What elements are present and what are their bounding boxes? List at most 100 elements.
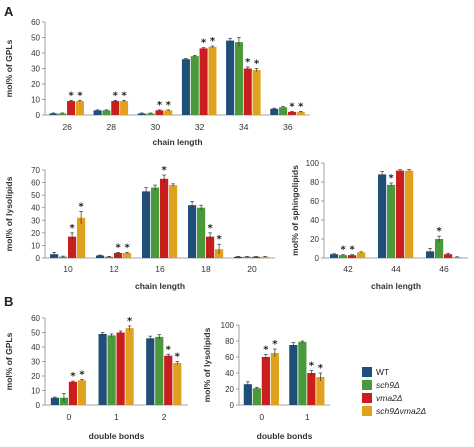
significance-star: * bbox=[318, 363, 324, 374]
significance-star: * bbox=[289, 101, 295, 112]
x-tick-label: 34 bbox=[239, 122, 249, 132]
significance-star: * bbox=[349, 245, 355, 256]
x-tick-label: 44 bbox=[391, 264, 401, 274]
significance-star: * bbox=[79, 370, 85, 381]
bar-2-sch9vma2 bbox=[173, 362, 182, 405]
significance-star: * bbox=[436, 226, 442, 237]
significance-star: * bbox=[127, 316, 133, 327]
y-tick-label: 80 bbox=[310, 178, 319, 187]
y-tick-label: 20 bbox=[31, 229, 40, 238]
bar-0-vma2 bbox=[68, 381, 78, 405]
bar-30-sch9 bbox=[146, 113, 155, 115]
legend-swatch-sch9 bbox=[362, 380, 372, 390]
x-tick-label: 32 bbox=[195, 122, 205, 132]
y-tick-label: 30 bbox=[31, 65, 40, 74]
x-axis-label: double bonds bbox=[89, 431, 145, 441]
bar-12-sch9 bbox=[105, 256, 114, 258]
y-tick-label: 100 bbox=[221, 321, 235, 330]
bar-0-WT bbox=[50, 397, 60, 405]
y-tick-label: 40 bbox=[31, 204, 40, 213]
significance-star: * bbox=[69, 223, 75, 234]
significance-star: * bbox=[157, 100, 163, 111]
legend: WT sch9Δ vma2Δ sch9Δvma2Δ bbox=[362, 367, 426, 416]
x-tick-label: 18 bbox=[201, 264, 211, 274]
bar-36-sch9vma2 bbox=[296, 111, 305, 115]
bar-2-vma2 bbox=[164, 355, 173, 405]
significance-star: * bbox=[309, 361, 315, 372]
significance-star: * bbox=[166, 344, 172, 355]
y-tick-label: 0 bbox=[36, 401, 41, 410]
y-tick-label: 50 bbox=[31, 34, 40, 43]
x-tick-label: 10 bbox=[63, 264, 73, 274]
y-tick-label: 20 bbox=[31, 372, 40, 381]
x-tick-label: 16 bbox=[155, 264, 165, 274]
x-tick-label: 12 bbox=[109, 264, 119, 274]
y-axis-label: mol% of lysolipids bbox=[202, 327, 212, 402]
significance-star: * bbox=[388, 173, 394, 184]
y-tick-label: 60 bbox=[225, 353, 234, 362]
y-tick-label: 50 bbox=[31, 329, 40, 338]
bar-44-vma2 bbox=[396, 170, 405, 258]
y-axis-label: mol% of lysolipids bbox=[4, 176, 14, 251]
bar-20-vma2 bbox=[252, 256, 261, 258]
bar-32-WT bbox=[181, 59, 190, 115]
chart-sphingo_chain: 0 20 40 60 80 100 mol% of sphingolipids chain l… bbox=[290, 159, 468, 291]
bar-44-WT bbox=[378, 174, 387, 258]
bar-0-sch9 bbox=[252, 388, 261, 405]
bar-28-vma2 bbox=[111, 101, 120, 115]
bar-0-sch9vma2 bbox=[77, 380, 87, 405]
x-tick-label: 2 bbox=[162, 412, 167, 422]
bar-26-sch9 bbox=[58, 113, 67, 115]
bar-42-WT bbox=[330, 254, 339, 258]
legend-swatch-wt bbox=[362, 367, 372, 377]
significance-star: * bbox=[207, 223, 213, 234]
significance-star: * bbox=[161, 165, 167, 176]
bar-26-vma2 bbox=[67, 101, 76, 115]
significance-star: * bbox=[210, 36, 216, 47]
x-tick-label: 0 bbox=[66, 412, 71, 422]
significance-star: * bbox=[121, 90, 127, 101]
significance-star: * bbox=[254, 59, 260, 70]
bar-16-WT bbox=[142, 191, 151, 258]
y-tick-label: 30 bbox=[31, 358, 40, 367]
significance-star: * bbox=[245, 57, 251, 68]
bar-16-sch9vma2 bbox=[169, 185, 178, 258]
panel-letter-b: B bbox=[4, 294, 13, 309]
x-tick-label: 46 bbox=[439, 264, 449, 274]
y-tick-label: 10 bbox=[31, 96, 40, 105]
bar-26-WT bbox=[49, 113, 58, 115]
significance-star: * bbox=[201, 38, 207, 49]
bar-36-vma2 bbox=[287, 111, 296, 115]
x-axis-label: chain length bbox=[152, 137, 202, 147]
bar-32-sch9vma2 bbox=[208, 46, 217, 115]
bar-0-sch9vma2 bbox=[270, 353, 279, 405]
bar-30-WT bbox=[137, 113, 146, 115]
y-tick-label: 40 bbox=[31, 49, 40, 58]
bar-12-sch9vma2 bbox=[123, 252, 132, 258]
significance-star: * bbox=[166, 100, 172, 111]
y-tick-label: 0 bbox=[36, 111, 41, 120]
y-tick-label: 0 bbox=[36, 254, 41, 263]
chart-lyso_chain: 0 10 20 30 40 50 60 70 mol% of lysolipids chain l… bbox=[4, 165, 275, 291]
bar-1-WT bbox=[289, 345, 298, 405]
x-tick-label: 28 bbox=[107, 122, 117, 132]
y-axis-label: mol% of GPLs bbox=[4, 39, 14, 97]
y-tick-label: 40 bbox=[225, 369, 234, 378]
bar-16-vma2 bbox=[160, 178, 169, 258]
bar-36-WT bbox=[270, 108, 279, 115]
y-tick-label: 60 bbox=[31, 18, 40, 27]
x-tick-label: 0 bbox=[259, 412, 264, 422]
bar-34-sch9vma2 bbox=[252, 70, 261, 115]
y-tick-label: 10 bbox=[31, 241, 40, 250]
x-tick-label: 26 bbox=[62, 122, 72, 132]
panel-letter-a: A bbox=[4, 4, 14, 19]
bar-10-vma2 bbox=[68, 236, 77, 258]
bar-30-sch9vma2 bbox=[164, 110, 173, 115]
bar-1-vma2 bbox=[307, 373, 316, 405]
x-tick-label: 1 bbox=[305, 412, 310, 422]
bar-42-vma2 bbox=[348, 255, 357, 258]
chart-lyso_db: 0 20 40 60 80 100 mol% of lysolipids double bon… bbox=[202, 321, 330, 441]
